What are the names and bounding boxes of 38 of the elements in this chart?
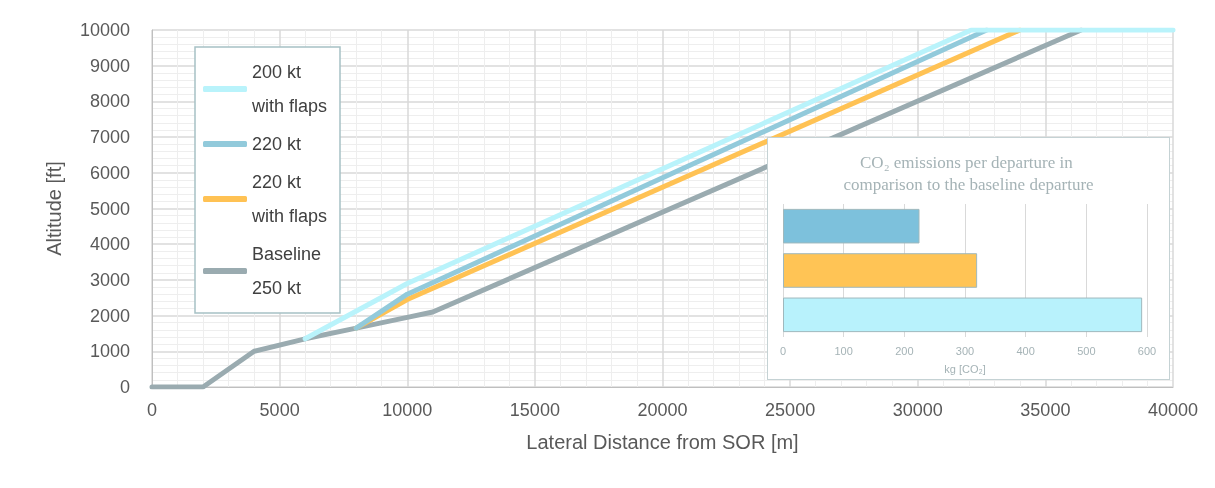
x-tick-label: 10000 <box>382 400 433 420</box>
y-tick-label: 2000 <box>89 305 130 326</box>
x-tick-label: 600 <box>1137 344 1157 357</box>
chart-title: CO₂ emissions per departure in comparison to the baseline departure <box>843 152 1094 194</box>
x-axis-title: Lateral Distance from SOR [m] <box>526 431 799 453</box>
y-tick-label: 3000 <box>89 269 130 290</box>
y-tick-label: 10000 <box>79 20 130 40</box>
x-tick-label: 500 <box>1077 344 1096 357</box>
y-tick-label: 9000 <box>89 55 130 76</box>
legend-label: 220 kt with flaps <box>251 172 328 226</box>
bar <box>783 297 1143 333</box>
x-tick-label: 0 <box>146 400 158 420</box>
x-tick-label: 25000 <box>765 400 816 420</box>
y-tick-label: 8000 <box>89 91 130 112</box>
x-tick-label: 20000 <box>637 400 688 420</box>
x-tick-label: 400 <box>1016 344 1035 357</box>
legend-label: 220 kt <box>252 134 302 154</box>
legend-label: Baseline 250 kt <box>252 244 327 298</box>
x-tick-label: 35000 <box>1020 400 1071 420</box>
y-tick-label: 5000 <box>89 198 130 219</box>
bar <box>783 253 978 288</box>
x-tick-label: 0 <box>779 344 787 357</box>
x-tick-label: 200 <box>895 344 914 357</box>
x-axis-title: kg [CO₂] <box>944 362 986 375</box>
x-tick-label: 100 <box>834 344 853 357</box>
bar <box>783 208 920 244</box>
y-tick-label: 0 <box>119 377 130 397</box>
x-tick-label: 40000 <box>1147 400 1199 420</box>
x-tick-label: 15000 <box>509 400 560 420</box>
x-tick-label: 5000 <box>259 400 300 420</box>
y-axis-title: Altitude [ft] <box>43 161 65 256</box>
y-tick-label: 6000 <box>89 162 130 183</box>
y-tick-label: 4000 <box>89 234 130 255</box>
x-tick-label: 30000 <box>892 400 943 420</box>
y-tick-label: 7000 <box>89 127 130 148</box>
x-tick-label: 300 <box>955 344 975 357</box>
y-tick-label: 1000 <box>89 341 130 362</box>
legend-label: 200 kt with flaps <box>251 62 328 116</box>
